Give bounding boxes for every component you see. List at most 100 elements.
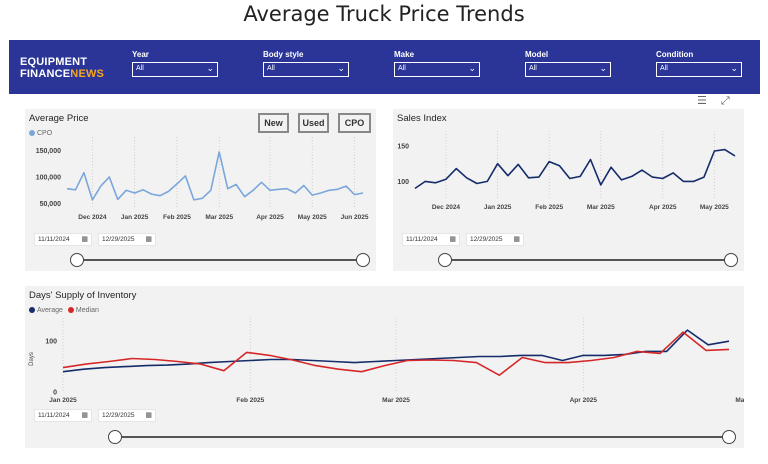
x-tick-label: Apr 2025	[570, 397, 598, 404]
filter-year-dropdown[interactable]: All ⌄	[132, 62, 218, 77]
legend-label-average: Average	[37, 307, 63, 314]
legend-dot-average	[29, 307, 35, 313]
y-axis-label: Days	[29, 352, 35, 366]
days-supply-chart: Jan 2025 Feb 2025 Mar 2025 Apr 2025 May 2025…	[29, 318, 744, 404]
legend-label-median: Median	[75, 307, 99, 314]
date-slider-track[interactable]	[445, 259, 730, 261]
calendar-icon: ▦	[513, 236, 520, 243]
avg-price-legend: CPO	[29, 130, 52, 137]
date-slider-track[interactable]	[77, 259, 362, 261]
filter-condition: Condition All ⌄	[656, 50, 742, 77]
y-tick-label: 50,000	[40, 201, 62, 208]
x-tick-label: Apr 2025	[649, 204, 677, 211]
date-slider-end-handle[interactable]	[356, 253, 370, 267]
legend-dot-cpo	[29, 130, 35, 136]
date-start-value: 11/11/2024	[38, 412, 70, 419]
filter-model: Model All ⌄	[525, 50, 611, 77]
focus-mode-icon[interactable]: ⤢	[720, 95, 730, 107]
filter-model-label: Model	[525, 50, 549, 59]
date-slider-start-handle[interactable]	[438, 253, 452, 267]
filter-body-style-value: All	[267, 65, 275, 72]
x-tick-label: May 2025	[700, 204, 729, 211]
logo-line-1: EQUIPMENT	[20, 56, 88, 68]
filter-body-style-dropdown[interactable]: All ⌄	[263, 62, 349, 77]
date-slider-end-handle[interactable]	[724, 253, 738, 267]
chevron-down-icon: ⌄	[206, 63, 214, 73]
filter-icon[interactable]: ☰	[697, 95, 707, 107]
avg-price-title: Average Price	[29, 113, 89, 124]
date-slider-start-handle[interactable]	[70, 253, 84, 267]
new-button[interactable]: New	[258, 113, 289, 133]
y-tick-label: 0	[53, 390, 57, 397]
series-line-median	[62, 331, 730, 376]
brand-logo[interactable]: EQUIPMENT FINANCENEWS	[20, 56, 104, 80]
cpo-button[interactable]: CPO	[338, 113, 371, 133]
filter-year: Year All ⌄	[132, 50, 218, 77]
chevron-down-icon: ⌄	[337, 63, 345, 73]
x-tick-label: Feb 2025	[236, 397, 264, 404]
filter-make-value: All	[398, 65, 406, 72]
x-tick-label: Dec 2024	[432, 204, 461, 211]
x-tick-label: Jan 2025	[49, 397, 77, 404]
days-supply-title: Days' Supply of Inventory	[29, 290, 137, 301]
filter-make-dropdown[interactable]: All ⌄	[394, 62, 480, 77]
chevron-down-icon: ⌄	[468, 63, 476, 73]
date-start-input[interactable]: 11/11/2024 ▦	[34, 233, 92, 246]
date-end-value: 12/29/2025	[102, 412, 135, 419]
legend-dot-median	[67, 307, 74, 313]
x-tick-label: May 2025	[298, 214, 327, 221]
filter-condition-label: Condition	[656, 50, 694, 59]
x-tick-label: Jan 2025	[121, 214, 149, 221]
logo-finance: FINANCE	[20, 68, 71, 80]
filter-model-dropdown[interactable]: All ⌄	[525, 62, 611, 77]
date-start-value: 11/11/2024	[406, 236, 438, 243]
header-banner: EQUIPMENT FINANCENEWS Year All ⌄ Body sty…	[9, 40, 760, 94]
logo-line-2: FINANCENEWS	[20, 68, 104, 80]
series-line-cpo	[66, 151, 364, 201]
sales-index-title: Sales Index	[397, 113, 447, 124]
filter-year-label: Year	[132, 50, 149, 59]
avg-price-chart: Dec 2024 Jan 2025 Feb 2025 Mar 2025 Apr 2025…	[36, 137, 369, 221]
days-supply-legend: Average Median	[29, 307, 99, 314]
date-end-value: 12/29/2025	[102, 236, 135, 243]
calendar-icon: ▦	[449, 236, 456, 243]
x-tick-label: Mar 2025	[382, 397, 410, 404]
calendar-icon: ▦	[145, 412, 152, 419]
used-button[interactable]: Used	[298, 113, 329, 133]
y-tick-label: 150,000	[36, 148, 61, 155]
y-tick-label: 100	[45, 339, 57, 346]
date-slider-track[interactable]	[115, 436, 729, 438]
filter-condition-dropdown[interactable]: All ⌄	[656, 62, 742, 77]
days-supply-panel: Days' Supply of Inventory Average Median…	[25, 286, 744, 448]
chevron-down-icon: ⌄	[599, 63, 607, 73]
x-tick-label: Jan 2025	[484, 204, 512, 211]
x-tick-label: Dec 2024	[78, 214, 107, 221]
x-tick-label: Jun 2025	[341, 214, 369, 221]
filter-model-value: All	[529, 65, 537, 72]
date-start-input[interactable]: 11/11/2024 ▦	[402, 233, 460, 246]
chevron-down-icon: ⌄	[730, 63, 738, 73]
filter-make-label: Make	[394, 50, 415, 59]
avg-price-panel: Average Price CPO New Used CPO Dec 2024 J…	[25, 109, 376, 271]
x-tick-label: Apr 2025	[256, 214, 284, 221]
date-slider-end-handle[interactable]	[722, 430, 736, 444]
logo-news: NEWS	[70, 68, 105, 80]
date-slider-start-handle[interactable]	[108, 430, 122, 444]
y-tick-label: 100	[397, 179, 409, 186]
date-end-input[interactable]: 12/29/2025 ▦	[466, 233, 524, 246]
filter-body-style: Body style All ⌄	[263, 50, 349, 77]
x-tick-label: May 2025	[735, 397, 744, 404]
date-end-input[interactable]: 12/29/2025 ▦	[98, 409, 156, 422]
x-tick-label: Mar 2025	[205, 214, 233, 221]
calendar-icon: ▦	[145, 236, 152, 243]
visual-toolbar: ☰ ⤢	[697, 94, 744, 108]
filter-year-value: All	[136, 65, 144, 72]
sales-index-chart: Dec 2024 Jan 2025 Feb 2025 Mar 2025 Apr 2025…	[397, 131, 736, 211]
series-line-sales-index	[414, 148, 736, 190]
x-tick-label: Feb 2025	[535, 204, 563, 211]
date-end-value: 12/29/2025	[470, 236, 503, 243]
page-title: Average Truck Price Trends	[243, 2, 525, 26]
date-start-input[interactable]: 11/11/2024 ▦	[34, 409, 92, 422]
y-tick-label: 100,000	[36, 175, 61, 182]
date-end-input[interactable]: 12/29/2025 ▦	[98, 233, 156, 246]
